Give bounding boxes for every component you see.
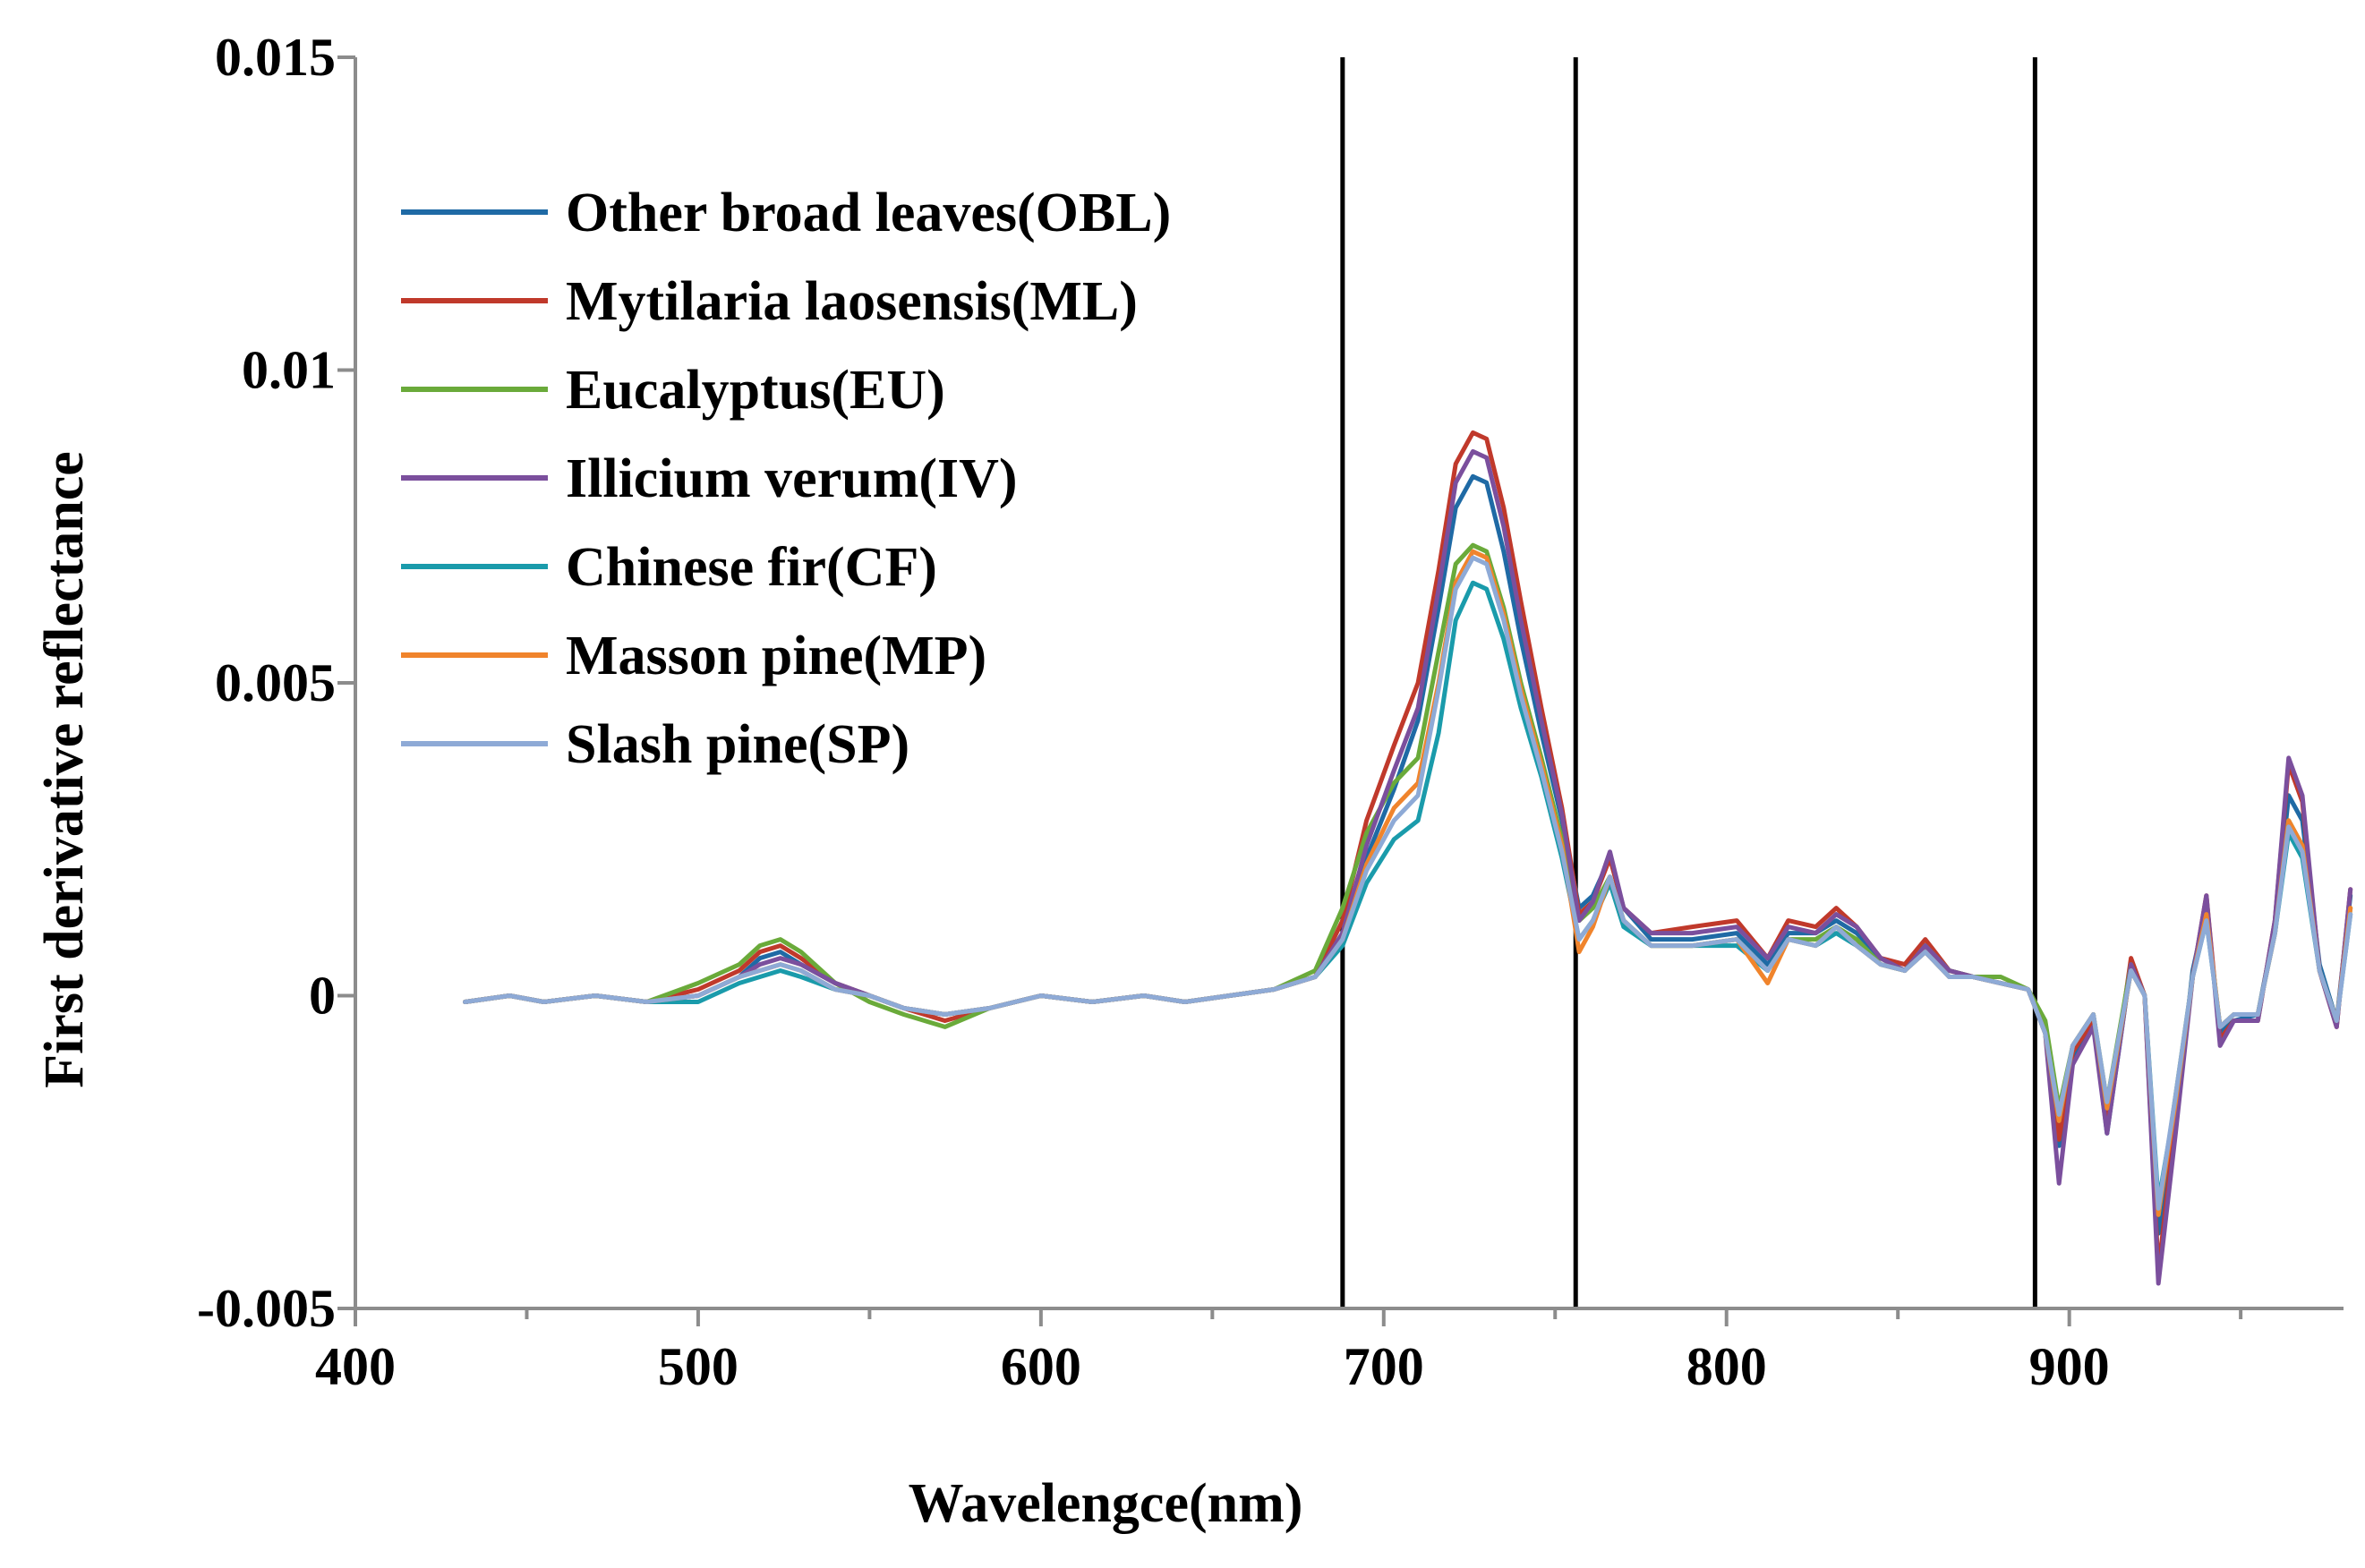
- legend-label: Illicium verum(IV): [566, 448, 1018, 509]
- y-tick-label: 0.01: [242, 341, 336, 400]
- legend-label: Masson pine(MP): [566, 626, 986, 686]
- x-tick-label: 500: [658, 1337, 739, 1396]
- legend: Other broad leaves(OBL) Mytilaria laosens…: [401, 183, 1171, 775]
- y-tick-label: -0.005: [197, 1279, 336, 1338]
- x-tick-label: 600: [1001, 1337, 1081, 1396]
- x-axis-title: Wavelengce(nm): [909, 1473, 1303, 1534]
- y-tick-label: 0.005: [215, 653, 336, 712]
- series-line: [463, 555, 2353, 1211]
- legend-label: Mytilaria laosensis(ML): [566, 271, 1138, 332]
- legend-label: Slash pine(SP): [566, 714, 909, 775]
- y-tick-label: 0.015: [215, 28, 336, 87]
- legend-label: Chinese fir(CF): [566, 537, 937, 598]
- legend-label: Other broad leaves(OBL): [566, 183, 1171, 243]
- x-tick-label: 900: [2029, 1337, 2110, 1396]
- tick-labels: -0.005 0 0.005 0.01 0.015 400 500 600 700 800 900: [197, 28, 2110, 1396]
- x-tick-label: 700: [1344, 1337, 1424, 1396]
- x-tick-label: 400: [315, 1337, 396, 1396]
- legend-label: Eucalyptus(EU): [566, 360, 945, 421]
- axes: [337, 55, 2344, 1326]
- plot-series: [463, 430, 2353, 1286]
- y-tick-label: 0: [309, 967, 336, 1026]
- reference-lines: [1340, 57, 2037, 1308]
- y-axis-title: First derivative reflectance: [34, 451, 95, 1088]
- x-tick-label: 800: [1686, 1337, 1767, 1396]
